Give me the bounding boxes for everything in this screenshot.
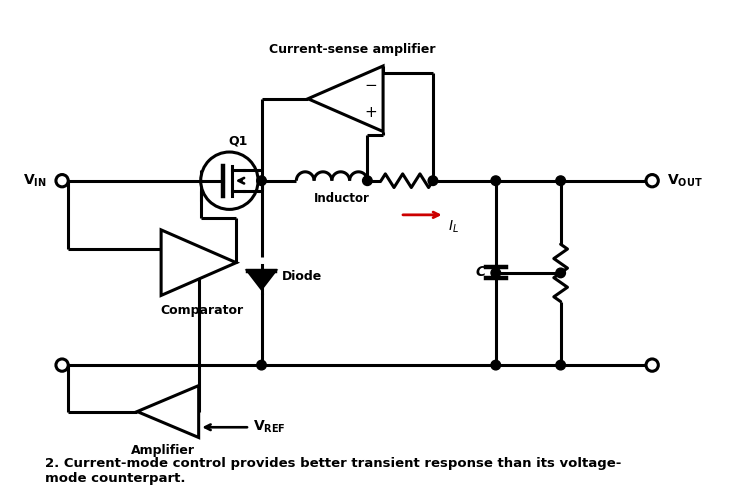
Circle shape [491,176,501,185]
Polygon shape [161,230,236,295]
Circle shape [556,176,565,185]
Text: Diode: Diode [282,270,322,283]
Text: $-$: $-$ [365,76,378,91]
Circle shape [646,359,658,371]
Circle shape [257,361,266,370]
Text: Current-sense amplifier: Current-sense amplifier [269,43,436,56]
Circle shape [362,176,372,185]
Circle shape [491,361,501,370]
Circle shape [257,176,266,185]
Text: Comparator: Comparator [160,304,244,317]
Text: $\mathbf{V_{OUT}}$: $\mathbf{V_{OUT}}$ [667,172,702,189]
Text: Amplifier: Amplifier [130,444,195,457]
Text: $\mathbf{V_{IN}}$: $\mathbf{V_{IN}}$ [23,172,47,189]
Circle shape [56,175,68,187]
Circle shape [56,359,68,371]
Circle shape [646,175,658,187]
Circle shape [201,152,258,209]
Polygon shape [308,66,383,131]
Text: $+$: $+$ [365,105,377,120]
Text: Inductor: Inductor [314,192,370,205]
Polygon shape [137,385,198,438]
Text: 2. Current-mode control provides better transient response than its voltage-
mod: 2. Current-mode control provides better … [45,457,621,486]
Polygon shape [248,271,275,289]
Text: Q1: Q1 [228,135,247,148]
Circle shape [556,268,565,278]
Circle shape [428,176,438,185]
Circle shape [491,268,501,278]
Text: C: C [475,264,485,278]
Text: $\mathbf{V_{REF}}$: $\mathbf{V_{REF}}$ [253,419,286,435]
Circle shape [556,361,565,370]
Text: $\mathit{I_L}$: $\mathit{I_L}$ [448,218,459,235]
